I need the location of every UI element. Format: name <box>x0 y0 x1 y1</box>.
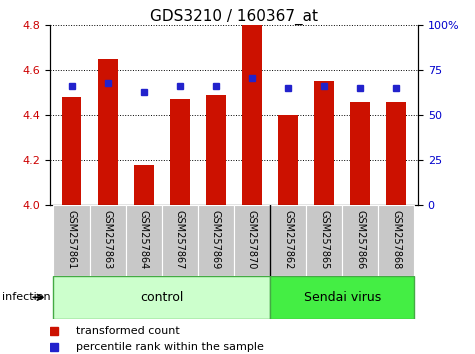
Text: GSM257869: GSM257869 <box>211 210 221 269</box>
Text: percentile rank within the sample: percentile rank within the sample <box>76 342 264 352</box>
Bar <box>126 205 162 276</box>
Bar <box>242 25 262 205</box>
Text: GSM257863: GSM257863 <box>103 210 113 269</box>
Bar <box>98 59 117 205</box>
Bar <box>134 165 153 205</box>
Bar <box>170 99 190 205</box>
Bar <box>351 102 370 205</box>
Text: GSM257861: GSM257861 <box>66 210 76 269</box>
Bar <box>270 276 414 319</box>
Bar <box>54 276 270 319</box>
Bar <box>270 205 306 276</box>
Text: GSM257868: GSM257868 <box>391 210 401 269</box>
Bar <box>62 97 81 205</box>
Bar <box>378 205 414 276</box>
Bar <box>234 205 270 276</box>
Text: GSM257867: GSM257867 <box>175 210 185 269</box>
Title: GDS3210 / 160367_at: GDS3210 / 160367_at <box>150 8 318 25</box>
Text: control: control <box>140 291 183 304</box>
Text: transformed count: transformed count <box>76 326 180 336</box>
Bar <box>342 205 378 276</box>
Text: GSM257866: GSM257866 <box>355 210 365 269</box>
Bar <box>54 205 90 276</box>
Text: GSM257864: GSM257864 <box>139 210 149 269</box>
Bar <box>162 205 198 276</box>
Text: Sendai virus: Sendai virus <box>304 291 381 304</box>
Bar <box>206 95 226 205</box>
Text: GSM257870: GSM257870 <box>247 210 257 269</box>
Bar <box>306 205 342 276</box>
Text: GSM257862: GSM257862 <box>283 210 293 269</box>
Text: infection: infection <box>2 292 51 302</box>
Bar <box>387 102 406 205</box>
Bar <box>314 81 334 205</box>
Bar <box>278 115 298 205</box>
Text: GSM257865: GSM257865 <box>319 210 329 269</box>
Bar <box>198 205 234 276</box>
Bar <box>90 205 126 276</box>
